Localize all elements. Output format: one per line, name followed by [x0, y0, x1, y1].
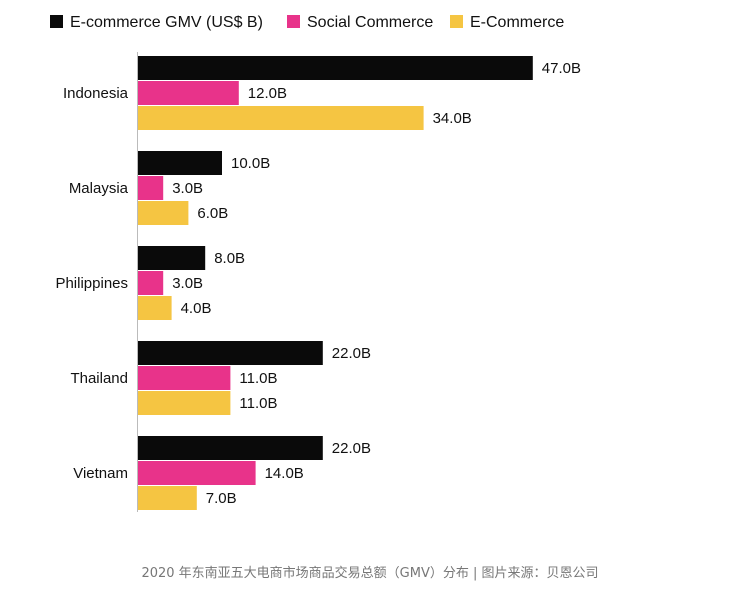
legend-label-e-commerce: E-Commerce: [470, 14, 564, 31]
category-label-thailand: Thailand: [70, 370, 128, 387]
value-label-vietnam-e-commerce: 7.0B: [206, 490, 237, 507]
value-label-philippines-social-commerce: 3.0B: [172, 275, 203, 292]
bar-vietnam-e-commerce: [138, 486, 197, 510]
value-label-indonesia-social-commerce: 12.0B: [248, 85, 287, 102]
value-labels: 47.0B 12.0B 34.0B 10.0B 3.0B 6.0B 8.0B 3.0B 4.0B…: [172, 60, 581, 507]
value-label-vietnam-social-commerce: 14.0B: [265, 465, 304, 482]
bar-malaysia-e-commerce: [138, 201, 189, 225]
bar-philippines-e-commerce: [138, 296, 172, 320]
value-label-philippines-e-commerce: 4.0B: [181, 300, 212, 317]
value-label-thailand-social-commerce: 11.0B: [239, 370, 277, 387]
bar-indonesia-social-commerce: [138, 81, 239, 105]
value-label-philippines-e-commerce-gmv-us-b: 8.0B: [214, 250, 245, 267]
value-label-indonesia-e-commerce-gmv-us-b: 47.0B: [542, 60, 581, 77]
value-label-malaysia-e-commerce: 6.0B: [197, 205, 228, 222]
bar-vietnam-e-commerce-gmv-us-b: [138, 436, 323, 460]
bar-indonesia-e-commerce: [138, 106, 424, 130]
bars: [138, 56, 533, 510]
bar-vietnam-social-commerce: [138, 461, 256, 485]
value-label-thailand-e-commerce-gmv-us-b: 22.0B: [332, 345, 371, 362]
legend-swatch-e-commerce: [450, 15, 463, 28]
category-labels: Indonesia Malaysia Philippines Thailand Viet…: [55, 85, 128, 482]
bar-malaysia-e-commerce-gmv-us-b: [138, 151, 222, 175]
value-label-indonesia-e-commerce: 34.0B: [433, 110, 472, 127]
value-label-vietnam-e-commerce-gmv-us-b: 22.0B: [332, 440, 371, 457]
bar-thailand-social-commerce: [138, 366, 231, 390]
bar-philippines-social-commerce: [138, 271, 164, 295]
category-label-philippines: Philippines: [55, 275, 128, 292]
value-label-malaysia-social-commerce: 3.0B: [172, 180, 203, 197]
bar-philippines-e-commerce-gmv-us-b: [138, 246, 206, 270]
figure-caption: 2020 年东南亚五大电商市场商品交易总额（GMV）分布 | 图片来源：贝恩公司: [141, 566, 599, 581]
category-label-vietnam: Vietnam: [73, 465, 128, 482]
legend-swatch-e-commerce-gmv-us-b: [50, 15, 63, 28]
category-label-indonesia: Indonesia: [63, 85, 129, 102]
bar-thailand-e-commerce: [138, 391, 231, 415]
legend: E-commerce GMV (US$ B) Social Commerce E-C…: [50, 14, 564, 31]
category-label-malaysia: Malaysia: [69, 180, 129, 197]
legend-label-social-commerce: Social Commerce: [307, 14, 433, 31]
legend-label-e-commerce-gmv-us-b: E-commerce GMV (US$ B): [70, 14, 263, 31]
bar-malaysia-social-commerce: [138, 176, 164, 200]
legend-swatch-social-commerce: [287, 15, 300, 28]
value-label-thailand-e-commerce: 11.0B: [239, 395, 277, 412]
bar-thailand-e-commerce-gmv-us-b: [138, 341, 323, 365]
value-label-malaysia-e-commerce-gmv-us-b: 10.0B: [231, 155, 270, 172]
bar-indonesia-e-commerce-gmv-us-b: [138, 56, 533, 80]
